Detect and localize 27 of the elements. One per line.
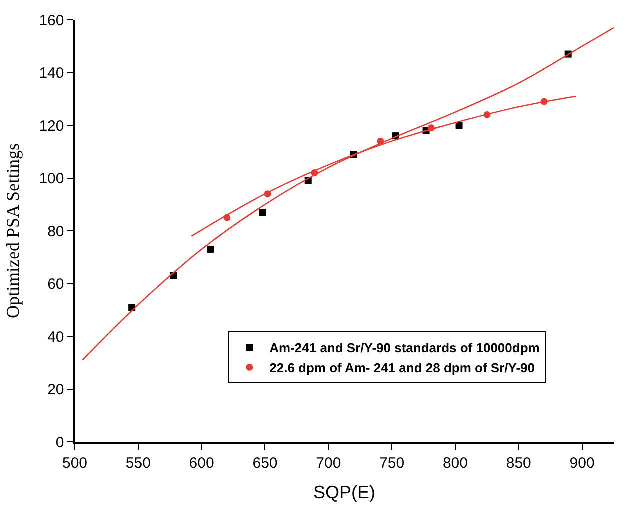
point <box>456 122 463 129</box>
point <box>207 246 214 253</box>
y-tick-label: 140 <box>39 65 64 82</box>
x-tick-label: 700 <box>316 454 342 472</box>
y-axis-title: Optimized PSA Settings <box>2 143 23 319</box>
y-tick-label: 80 <box>48 223 64 240</box>
y-tick-label: 120 <box>39 118 64 135</box>
y-tick-label: 100 <box>39 170 64 188</box>
x-tick-label: 500 <box>62 454 88 472</box>
y-tick-label: 160 <box>39 12 64 30</box>
y-tick-label: 0 <box>56 434 64 452</box>
legend-label: Am-241 and Sr/Y-90 standards of 10000dpm <box>270 340 540 356</box>
legend-label: 22.6 dpm of Am- 241 and 28 dpm of Sr/Y-90 <box>270 360 535 376</box>
line-series <box>191 96 577 237</box>
x-tick-label: 750 <box>380 454 405 472</box>
x-tick-label: 900 <box>570 454 595 472</box>
x-tick-label: 600 <box>189 454 214 472</box>
y-tick-label: 20 <box>48 382 64 398</box>
point <box>259 209 266 216</box>
x-axis-title: SQP(E) <box>313 482 376 502</box>
y-tick-label: 40 <box>48 328 64 346</box>
x-tick-label: 800 <box>442 454 468 472</box>
x-tick-label: 550 <box>126 454 151 472</box>
x-tick-label: 650 <box>252 454 278 472</box>
x-tick-label: 850 <box>506 454 532 472</box>
y-tick-label: 60 <box>48 276 64 293</box>
line-series <box>82 27 614 361</box>
